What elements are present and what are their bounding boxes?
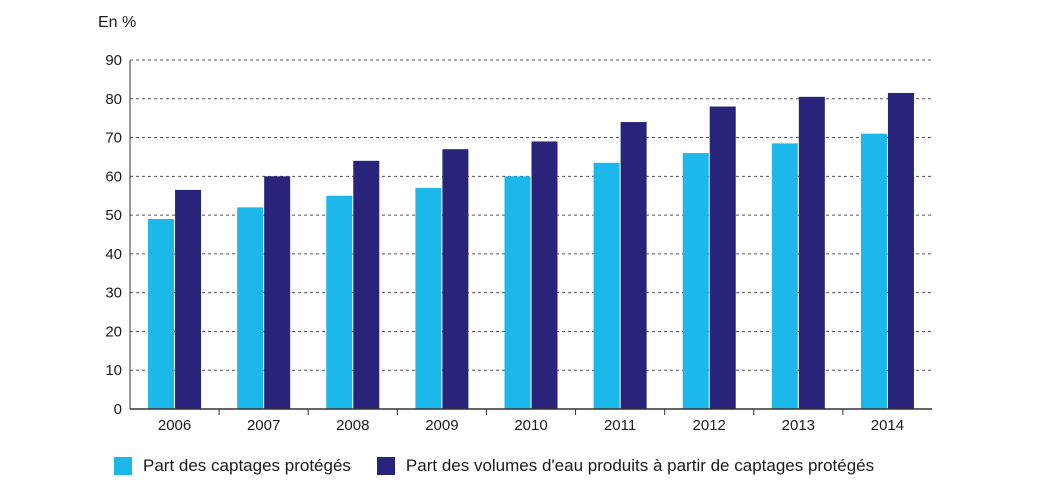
bar-series-1-2009 <box>415 187 442 409</box>
y-tick-label: 80 <box>105 91 122 108</box>
bar-series-1-2012 <box>682 153 709 409</box>
y-tick-label: 10 <box>105 362 122 379</box>
y-tick-label: 40 <box>105 246 122 263</box>
x-tick-label: 2011 <box>604 417 636 434</box>
legend-item-series-1: Part des captages protégés <box>114 456 351 476</box>
bar-series-2-2013 <box>798 96 825 409</box>
y-tick-label: 70 <box>105 130 122 147</box>
bar-series-2-2006 <box>175 189 202 409</box>
x-tick-label: 2010 <box>514 417 547 434</box>
legend-label-series-1: Part des captages protégés <box>143 456 351 475</box>
bar-series-1-2011 <box>593 162 620 409</box>
x-tick-label: 2014 <box>871 417 904 434</box>
y-unit-label: En % <box>98 14 136 31</box>
y-tick-label: 60 <box>105 168 122 185</box>
legend-item-series-2: Part des volumes d'eau produits à partir… <box>376 456 875 476</box>
bar-series-2-2012 <box>709 106 736 410</box>
y-tick-label: 30 <box>105 285 122 302</box>
x-tick-label: 2006 <box>158 417 191 434</box>
x-tick-label: 2012 <box>693 417 726 434</box>
bar-series-2-2009 <box>442 149 469 409</box>
gridlines <box>130 59 932 371</box>
bar-series-1-2008 <box>326 195 353 409</box>
legend-swatch-series-2 <box>376 457 395 475</box>
legend-label-series-2: Part des volumes d'eau produits à partir… <box>405 456 875 475</box>
x-tick-labels: 2006 2007 2008 2009 2010 2011 2012 2013 2014 <box>158 409 904 434</box>
bar-series-2-2011 <box>620 122 647 410</box>
bars <box>148 92 914 410</box>
x-tick-label: 2013 <box>782 417 815 434</box>
y-tick-label: 90 <box>105 52 122 69</box>
bar-series-1-2007 <box>237 207 264 409</box>
x-tick-label: 2007 <box>247 417 280 434</box>
bar-series-2-2008 <box>353 160 380 409</box>
x-tick-label: 2008 <box>336 417 369 434</box>
axes <box>129 60 932 410</box>
legend-swatch-series-1 <box>114 457 132 475</box>
x-tick-label: 2009 <box>425 417 458 434</box>
bar-series-2-2007 <box>264 176 291 409</box>
y-tick-label: 50 <box>105 207 122 224</box>
bar-series-2-2014 <box>887 92 914 409</box>
bar-series-1-2013 <box>771 143 798 409</box>
y-tick-labels: 0 10 20 30 40 50 60 70 80 90 <box>105 52 122 418</box>
bar-series-2-2010 <box>531 141 558 409</box>
y-tick-label: 0 <box>114 401 122 418</box>
bar-series-1-2006 <box>148 218 175 409</box>
bar-series-1-2014 <box>860 133 887 409</box>
y-tick-label: 20 <box>105 323 122 340</box>
bar-series-1-2010 <box>504 176 531 409</box>
legend: Part des captages protégés Part des volu… <box>114 456 900 476</box>
